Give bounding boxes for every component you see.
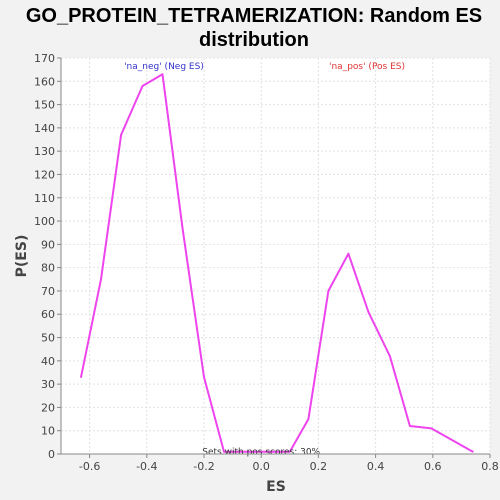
x-tick-label: 0.6 bbox=[424, 460, 442, 473]
y-axis-label: P(ES) bbox=[14, 235, 30, 278]
y-tick-label: 10 bbox=[41, 425, 55, 438]
data-point bbox=[80, 376, 82, 379]
data-point bbox=[141, 85, 144, 87]
annotation-layer: 'na_neg' (Neg ES) 'na_pos' (Pos ES) Sets w… bbox=[124, 62, 405, 458]
y-tick-label: 160 bbox=[34, 75, 55, 88]
y-tick-label: 60 bbox=[41, 308, 55, 321]
data-point bbox=[100, 278, 102, 281]
y-tick-label: 20 bbox=[41, 401, 55, 414]
chart-annotation: 'na_neg' (Neg ES) bbox=[124, 62, 204, 72]
y-tick-label: 0 bbox=[48, 448, 55, 461]
y-tick-label: 40 bbox=[41, 355, 55, 368]
y-tick-layer: 0 10 20 30 40 50 60 70 80 90 100 110 120 130 140 150 160… bbox=[34, 52, 61, 461]
chart-title-line-2: distribution bbox=[199, 29, 309, 51]
data-point bbox=[367, 311, 370, 313]
data-point bbox=[347, 252, 350, 255]
data-point bbox=[161, 73, 164, 76]
y-tick-label: 70 bbox=[41, 285, 55, 298]
data-point bbox=[327, 290, 330, 292]
grid-layer bbox=[61, 57, 491, 454]
y-tick-label: 140 bbox=[34, 122, 55, 135]
data-point bbox=[409, 425, 411, 427]
x-tick-label: -0.2 bbox=[193, 460, 214, 473]
data-point bbox=[307, 418, 310, 420]
y-tick-label: 150 bbox=[34, 99, 55, 112]
y-tick-label: 50 bbox=[41, 332, 55, 345]
chart-annotation: 'na_pos' (Pos ES) bbox=[329, 62, 405, 72]
x-tick-label: 0.4 bbox=[367, 460, 385, 473]
x-tick-label: 0.2 bbox=[310, 460, 328, 473]
chart-title-line-1: GO_PROTEIN_TETRAMERIZATION: Random ES bbox=[26, 5, 482, 27]
data-point bbox=[181, 227, 184, 229]
series-layer bbox=[80, 73, 474, 453]
data-point bbox=[120, 133, 122, 136]
y-tick-label: 30 bbox=[41, 378, 55, 391]
data-point bbox=[389, 355, 391, 358]
x-tick-label: -0.4 bbox=[136, 460, 157, 473]
x-axis-label: ES bbox=[266, 479, 286, 495]
x-tick-label: 0.8 bbox=[481, 460, 499, 473]
x-tick-label: 0.0 bbox=[252, 460, 270, 473]
y-tick-label: 170 bbox=[34, 52, 55, 65]
y-tick-label: 100 bbox=[34, 215, 55, 228]
x-tick-layer: -0.6 -0.4 -0.2 0.0 0.2 0.4 0.6 0.8 bbox=[79, 454, 499, 473]
y-tick-label: 110 bbox=[34, 192, 55, 205]
data-point bbox=[288, 450, 291, 453]
x-tick-label: -0.6 bbox=[79, 460, 100, 473]
y-tick-label: 80 bbox=[41, 262, 55, 275]
data-point bbox=[223, 450, 225, 453]
y-tick-label: 130 bbox=[34, 145, 55, 158]
data-point bbox=[203, 376, 205, 379]
y-tick-label: 90 bbox=[41, 238, 55, 251]
plot-area bbox=[61, 58, 490, 454]
data-point bbox=[430, 427, 433, 430]
y-tick-label: 120 bbox=[34, 168, 55, 181]
chart-annotation: Sets with pos scores: 30% bbox=[202, 448, 320, 458]
data-point bbox=[471, 450, 474, 453]
